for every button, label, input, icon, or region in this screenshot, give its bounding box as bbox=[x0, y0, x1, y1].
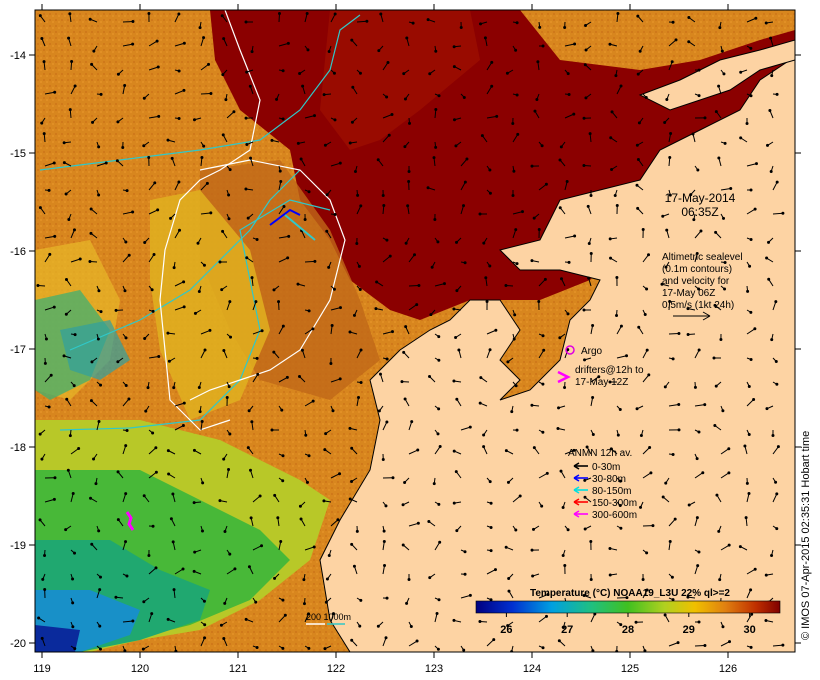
y-tick-label: -14 bbox=[10, 50, 26, 62]
isobath-legend: 200 1000m bbox=[306, 612, 351, 625]
anmn-legend-item: 30-80m bbox=[592, 474, 626, 485]
timestamp-date: 17-May-2014 bbox=[665, 191, 736, 205]
svg-text:17-May 06Z: 17-May 06Z bbox=[662, 288, 715, 299]
svg-text:ANMN 12h av.: ANMN 12h av. bbox=[568, 448, 632, 459]
svg-text:17-May 12Z: 17-May 12Z bbox=[575, 377, 628, 388]
x-axis: 119 120 121 122 123 124 125 126 bbox=[33, 4, 737, 675]
svg-text:0.5m/s (1kt 24h): 0.5m/s (1kt 24h) bbox=[662, 300, 734, 311]
x-tick-label: 122 bbox=[327, 663, 345, 675]
colorbar-tick-label: 30 bbox=[743, 624, 755, 636]
velocity-arrows bbox=[36, 11, 785, 652]
y-tick-label: -18 bbox=[10, 442, 26, 454]
x-tick-label: 125 bbox=[621, 663, 639, 675]
x-tick-label: 119 bbox=[33, 663, 51, 675]
drifter-track bbox=[125, 511, 135, 531]
anmn-legend-item: 0-30m bbox=[592, 462, 620, 473]
colorbar: Temperature (°C) NOAA19_L3U 22% ql>=2 26… bbox=[475, 588, 781, 636]
credit-text: © IMOS 07-Apr-2015 02:35:31 Hobart time bbox=[800, 430, 812, 640]
svg-text:Altimetric sealevel: Altimetric sealevel bbox=[662, 252, 743, 263]
y-tick-label: -15 bbox=[10, 148, 26, 160]
colorbar-tick-label: 28 bbox=[622, 624, 634, 636]
svg-text:(0.1m contours): (0.1m contours) bbox=[662, 264, 732, 275]
colorbar-tick-label: 26 bbox=[500, 624, 512, 636]
y-tick-label: -20 bbox=[10, 638, 26, 650]
x-tick-label: 123 bbox=[425, 663, 443, 675]
svg-text:Temperature (°C) NOAA19_L3U 22: Temperature (°C) NOAA19_L3U 22% ql>=2 bbox=[530, 588, 730, 599]
sst-field bbox=[35, 10, 795, 652]
anmn-legend-item: 150-300m bbox=[592, 498, 637, 509]
timestamp-time: 06:35Z bbox=[681, 205, 718, 219]
x-tick-label: 126 bbox=[719, 663, 737, 675]
colorbar-tick-label: 27 bbox=[561, 624, 573, 636]
anmn-legend-item: 300-600m bbox=[592, 510, 637, 521]
x-tick-label: 120 bbox=[131, 663, 149, 675]
colorbar-tick-label: 29 bbox=[683, 624, 695, 636]
anmn-legend-item: 80-150m bbox=[592, 486, 631, 497]
y-tick-label: -17 bbox=[10, 344, 26, 356]
y-tick-label: -16 bbox=[10, 246, 26, 258]
altimetry-note: Altimetric sealevel (0.1m contours) and … bbox=[662, 252, 743, 321]
svg-text:200 1000m: 200 1000m bbox=[306, 612, 351, 622]
svg-text:Argo: Argo bbox=[581, 346, 603, 357]
drifters-legend: drifters@12h to 17-May 12Z bbox=[557, 365, 644, 388]
y-tick-label: -19 bbox=[10, 540, 26, 552]
plot-frame bbox=[34, 9, 796, 653]
x-tick-label: 121 bbox=[229, 663, 247, 675]
anmn-legend: ANMN 12h av. 0-30m30-80m80-150m150-300m3… bbox=[568, 448, 637, 521]
argo-legend: Argo bbox=[565, 345, 603, 357]
svg-text:and velocity for: and velocity for bbox=[662, 276, 730, 287]
svg-text:drifters@12h to: drifters@12h to bbox=[575, 365, 644, 376]
y-axis: -14 -15 -16 -17 -18 -19 -20 bbox=[10, 50, 801, 650]
x-tick-label: 124 bbox=[523, 663, 541, 675]
